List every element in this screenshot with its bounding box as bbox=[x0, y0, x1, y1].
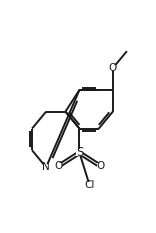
Text: Cl: Cl bbox=[84, 180, 95, 190]
Bar bbox=[76, 149, 83, 156]
Text: O: O bbox=[109, 63, 117, 73]
Bar bbox=[56, 163, 62, 169]
Text: O: O bbox=[55, 161, 63, 171]
Text: O: O bbox=[96, 161, 104, 171]
Text: N: N bbox=[42, 162, 50, 172]
Bar bbox=[97, 163, 103, 169]
Bar bbox=[43, 164, 49, 171]
Bar bbox=[110, 65, 116, 71]
Bar bbox=[85, 182, 94, 189]
Text: S: S bbox=[76, 146, 83, 159]
